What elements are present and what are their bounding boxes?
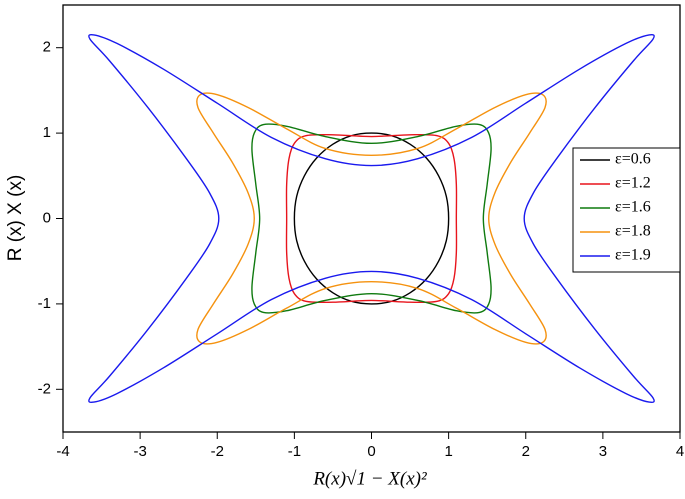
x-tick-label: 1 xyxy=(444,443,452,460)
curve xyxy=(285,133,458,304)
x-tick-label: -4 xyxy=(56,443,69,460)
y-tick-label: 1 xyxy=(43,124,51,141)
legend-box xyxy=(572,147,681,273)
legend-label: ε=1.8 xyxy=(615,223,651,240)
x-tick-label: -3 xyxy=(133,443,146,460)
legend-label: ε=1.2 xyxy=(615,175,651,192)
y-tick-label: 0 xyxy=(43,209,51,226)
legend-label: ε=1.6 xyxy=(615,199,651,216)
curve xyxy=(251,123,492,314)
x-tick-label: -1 xyxy=(288,443,301,460)
y-tick-label: 2 xyxy=(43,39,51,56)
x-tick-label: 3 xyxy=(599,443,607,460)
legend-label: ε=1.9 xyxy=(615,247,651,264)
y-tick-label: -2 xyxy=(38,380,51,397)
curve xyxy=(196,92,547,345)
curve xyxy=(88,33,655,404)
y-tick-label: -1 xyxy=(38,295,51,312)
x-tick-label: 2 xyxy=(522,443,530,460)
x-tick-label: 4 xyxy=(676,443,684,460)
y-axis-label: R (x) X (x) xyxy=(5,175,26,262)
x-tick-label: -2 xyxy=(211,443,224,460)
x-axis-label: R(x)√1 − X(x)² xyxy=(312,468,427,489)
curve xyxy=(293,132,450,305)
x-tick-label: 0 xyxy=(367,443,375,460)
legend-label: ε=0.6 xyxy=(615,151,651,168)
